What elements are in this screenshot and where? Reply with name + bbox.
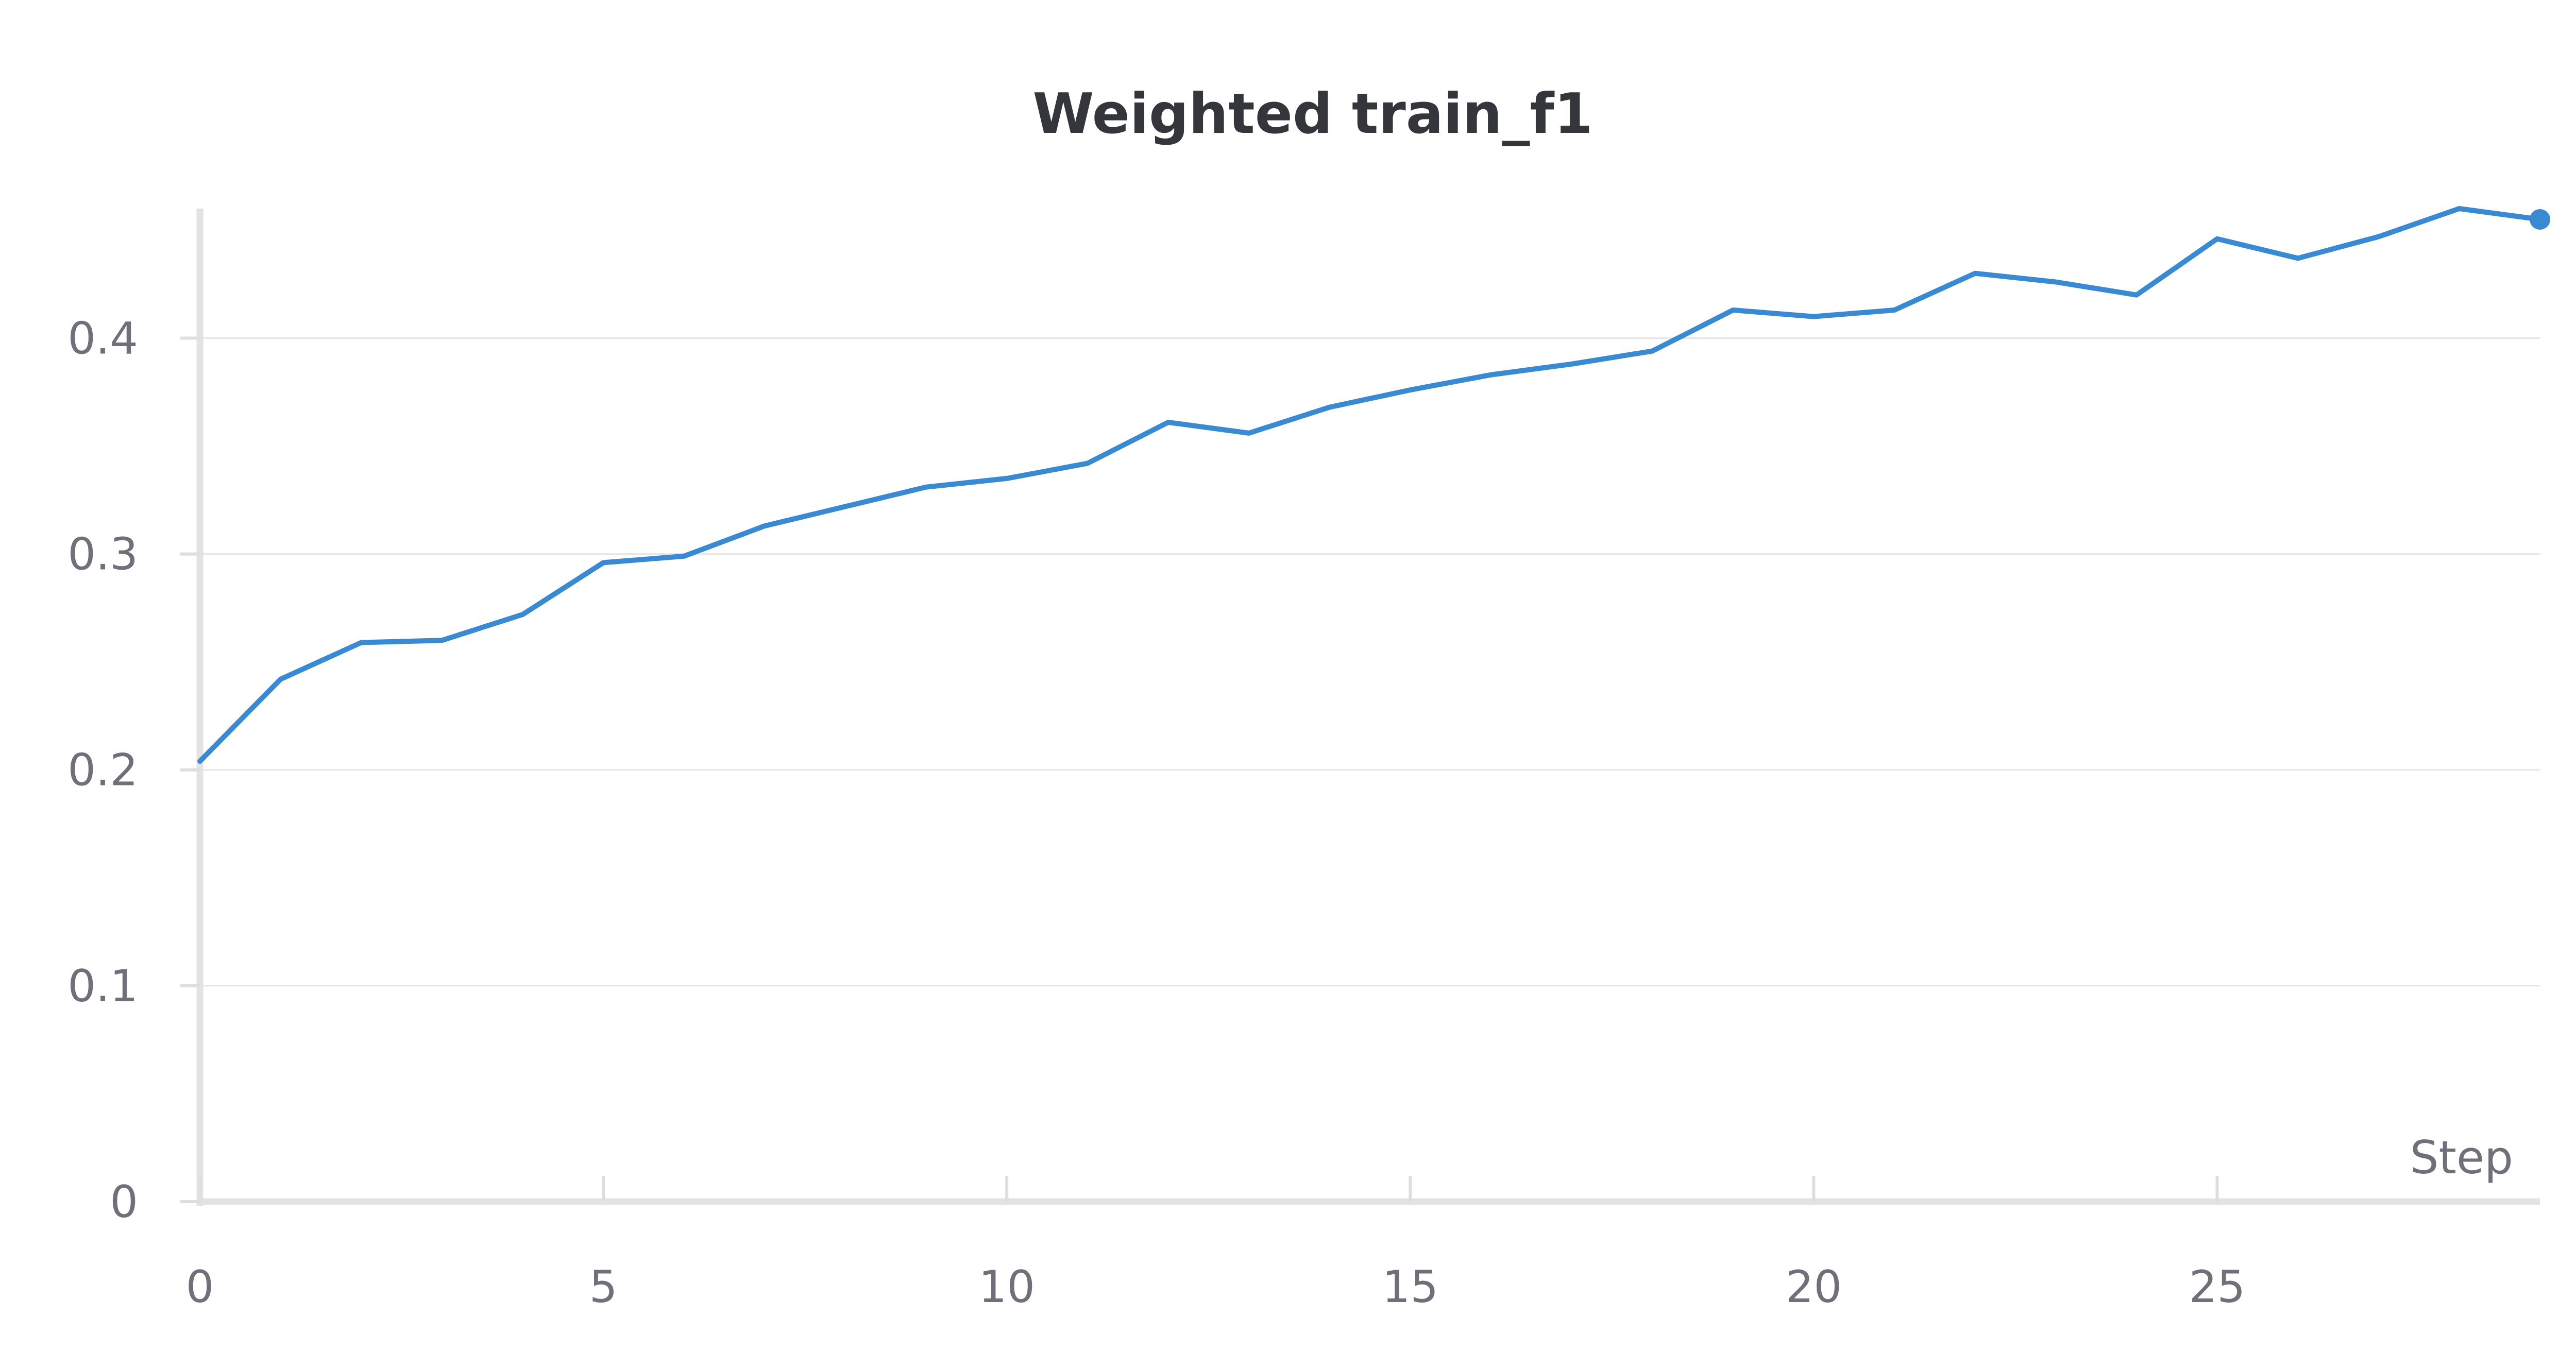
data-point — [520, 612, 525, 617]
data-point — [1650, 349, 1655, 354]
data-point — [1327, 405, 1332, 410]
y-tick-label: 0 — [110, 1176, 138, 1228]
x-tick-label: 25 — [2189, 1261, 2245, 1313]
data-point — [278, 677, 283, 682]
data-point — [843, 504, 848, 509]
data-point — [2215, 236, 2220, 242]
data-point — [1569, 362, 1574, 367]
axis-ticks: 0 0.1 0.2 0.3 0.4 0 5 10 15 20 25 — [67, 313, 2245, 1313]
data-point — [1811, 314, 1816, 319]
x-tick-label: 5 — [589, 1261, 618, 1313]
y-tick-label: 0.2 — [67, 745, 138, 796]
x-tick-label: 10 — [978, 1261, 1035, 1313]
x-tick-label: 15 — [1382, 1261, 1438, 1313]
data-point — [2376, 234, 2381, 239]
data-point — [1085, 461, 1090, 466]
data-point — [359, 640, 364, 645]
x-axis-label: Step — [2410, 1131, 2513, 1184]
data-point — [924, 485, 929, 490]
data-point — [762, 523, 767, 528]
y-tick-label: 0.4 — [67, 313, 138, 364]
x-tick-label: 0 — [186, 1261, 214, 1313]
data-point — [2295, 255, 2300, 261]
data-point — [2053, 280, 2058, 285]
y-tick-label: 0.1 — [67, 961, 138, 1012]
data-point — [1892, 307, 1897, 313]
grid-lines — [200, 337, 2540, 987]
data-point — [2456, 206, 2462, 211]
axes — [196, 209, 2540, 1206]
data-point — [1731, 307, 1736, 313]
data-point — [1165, 420, 1171, 425]
data-point — [601, 560, 606, 565]
data-point — [2134, 293, 2139, 298]
data-point — [1408, 387, 1413, 392]
series-layer — [197, 206, 2550, 764]
data-point — [682, 554, 687, 559]
data-point — [1973, 271, 1978, 276]
data-point — [197, 759, 202, 764]
data-point — [439, 638, 445, 643]
last-point-marker — [2530, 209, 2550, 230]
y-tick-label: 0.3 — [67, 529, 138, 580]
data-point — [1246, 431, 1251, 436]
chart-title: Weighted train_f1 — [1032, 82, 1592, 146]
data-point — [1488, 372, 1494, 378]
x-tick-label: 20 — [1786, 1261, 1842, 1313]
series-line — [197, 206, 2543, 764]
data-point — [1004, 476, 1009, 481]
